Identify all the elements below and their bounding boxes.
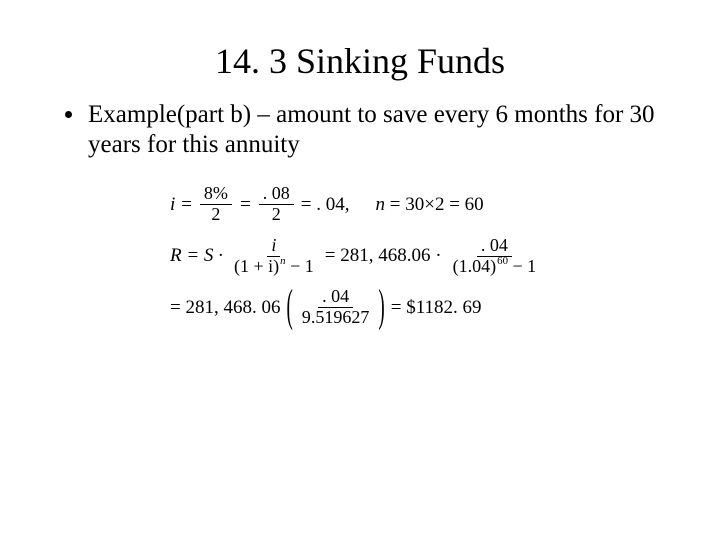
math-row-2: R = S · i (1 + i)n − 1 = 281, 468.06 · .… [170, 231, 670, 280]
num: i [267, 236, 280, 257]
math-row-1: i = 8% 2 = . 08 2 = . 04, n = 30×2 = 60 [170, 180, 670, 229]
frac-values: . 04 (1.04)60 − 1 [449, 236, 541, 277]
lead: = 281, 468. 06 [170, 283, 280, 332]
bullet-list: Example(part b) – amount to save every 6… [80, 100, 670, 160]
frac-general: i (1 + i)n − 1 [230, 236, 318, 277]
den: (1.04)60 − 1 [449, 257, 541, 277]
math-block: i = 8% 2 = . 08 2 = . 04, n = 30×2 = 60 … [170, 180, 670, 332]
den: 2 [207, 205, 224, 225]
i-equals: i = [170, 180, 193, 229]
R-eq-S: R = S · [170, 231, 223, 280]
den: 2 [268, 205, 285, 225]
slide: 14. 3 Sinking Funds Example(part b) – am… [0, 0, 720, 540]
num: . 04 [477, 236, 512, 257]
result: = $1182. 69 [391, 283, 482, 332]
bullet-item: Example(part b) – amount to save every 6… [86, 100, 670, 160]
eq: = [239, 180, 252, 229]
num: 8% [200, 184, 232, 205]
frac-final: . 04 9.519627 [298, 287, 374, 328]
num: . 08 [259, 184, 294, 205]
slide-title: 14. 3 Sinking Funds [50, 40, 670, 82]
den: (1 + i)n − 1 [230, 257, 318, 277]
math-row-3: = 281, 468. 06 . 04 9.519627 = $1182. 69 [170, 283, 670, 332]
big-paren: . 04 9.519627 [284, 283, 386, 332]
num: . 04 [318, 287, 353, 308]
eq-result: = . 04, [301, 180, 350, 229]
frac-8pct: 8% 2 [200, 184, 232, 225]
den: 9.519627 [298, 308, 374, 328]
n-expr: n = 30×2 = 60 [376, 180, 484, 229]
frac-08: . 08 2 [259, 184, 294, 225]
